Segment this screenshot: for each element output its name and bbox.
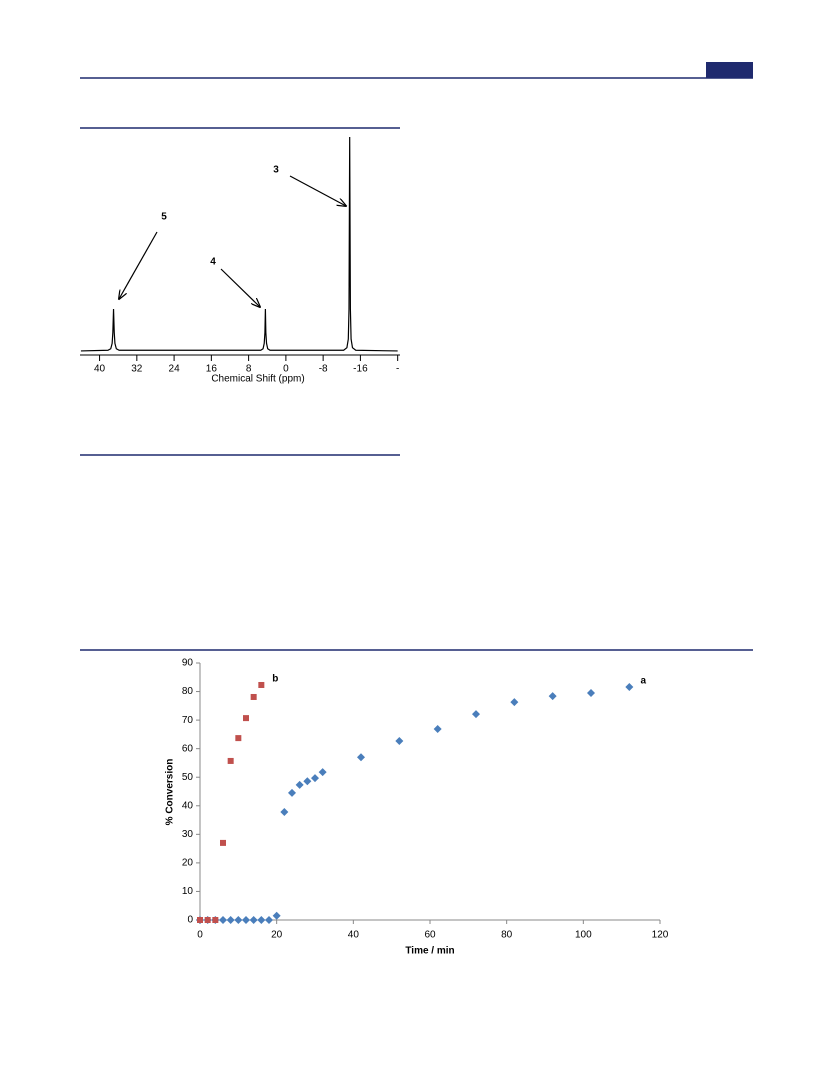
spectrum xyxy=(80,136,398,352)
point xyxy=(357,753,365,762)
x-tick-label: 80 xyxy=(501,930,513,941)
point xyxy=(280,808,289,817)
point xyxy=(197,917,203,923)
point xyxy=(219,916,227,924)
y-tick-label: 60 xyxy=(182,743,194,754)
arrow xyxy=(220,268,260,307)
point xyxy=(311,774,319,783)
x-tick-label: 40 xyxy=(348,930,360,941)
point xyxy=(318,768,327,777)
series-label: b xyxy=(272,674,278,685)
point xyxy=(212,917,219,923)
point xyxy=(258,681,265,688)
y-tick-label: 80 xyxy=(182,686,194,697)
x-axis-label: Time / min xyxy=(405,946,454,957)
y-tick-label: 0 xyxy=(187,915,193,926)
point xyxy=(226,916,235,924)
x-axis-label: Chemical Shift (ppm) xyxy=(211,374,304,385)
x-tick-label: 16 xyxy=(206,364,218,375)
point xyxy=(235,735,242,742)
peak-label: 5 xyxy=(161,212,167,223)
point xyxy=(234,916,243,924)
x-tick-label: 24 xyxy=(169,364,181,375)
peak-label: 3 xyxy=(273,165,279,176)
x-tick-label: 60 xyxy=(424,930,436,941)
point xyxy=(433,724,442,733)
point xyxy=(265,916,273,924)
y-tick-label: 30 xyxy=(182,829,194,840)
point xyxy=(587,688,595,697)
point xyxy=(295,780,304,789)
peak-label: 4 xyxy=(210,257,216,268)
x-tick-label: 120 xyxy=(652,930,669,941)
point xyxy=(250,693,257,700)
point xyxy=(510,698,519,707)
point xyxy=(548,692,557,701)
x-tick-label: - xyxy=(396,364,399,375)
point xyxy=(395,736,404,745)
x-tick-label: 40 xyxy=(94,364,106,375)
x-tick-label: 100 xyxy=(575,930,592,941)
y-axis-label: % Conversion xyxy=(165,759,176,826)
point xyxy=(204,917,211,923)
y-tick-label: 70 xyxy=(182,715,194,726)
point xyxy=(249,916,258,924)
point xyxy=(625,682,634,691)
y-tick-label: 10 xyxy=(182,886,194,897)
arrow xyxy=(119,231,158,299)
point xyxy=(303,777,312,786)
x-tick-label: -16 xyxy=(353,364,368,375)
point xyxy=(257,916,266,924)
arrow xyxy=(289,175,346,206)
x-tick-label: -8 xyxy=(319,364,328,375)
point xyxy=(227,757,234,764)
point xyxy=(220,839,226,846)
x-tick-label: 0 xyxy=(283,364,289,375)
point xyxy=(272,911,281,920)
point xyxy=(243,715,249,722)
page-tab xyxy=(706,62,753,78)
y-tick-label: 50 xyxy=(182,772,194,783)
y-tick-label: 90 xyxy=(182,658,194,669)
y-tick-label: 20 xyxy=(182,858,194,869)
x-tick-label: 32 xyxy=(131,364,143,375)
series-label: a xyxy=(641,676,647,687)
point xyxy=(288,788,296,797)
y-tick-label: 40 xyxy=(182,800,194,811)
x-tick-label: 8 xyxy=(246,364,252,375)
x-tick-label: 20 xyxy=(271,930,283,941)
point xyxy=(472,710,480,719)
point xyxy=(242,916,250,924)
x-tick-label: 0 xyxy=(197,930,203,941)
